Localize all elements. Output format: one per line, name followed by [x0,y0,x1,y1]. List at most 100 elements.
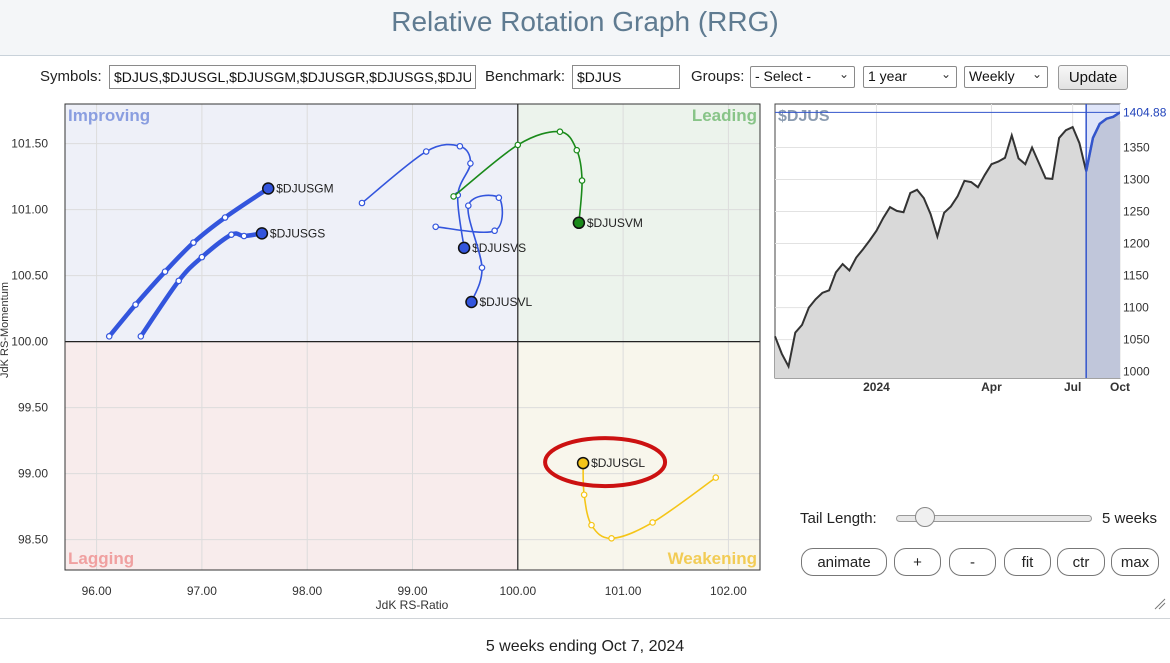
zoom-in-button[interactable]: + [894,548,941,576]
head-point-djusvm[interactable] [572,216,586,230]
frequency-select[interactable]: Weekly ⌄ [964,66,1048,88]
center-axes [65,104,760,570]
x-tick-label: 98.00 [292,584,322,598]
tail-point-djusgl [608,535,615,542]
page-title: Relative Rotation Graph (RRG) [391,6,779,37]
x-tick-label: 99.00 [397,584,427,598]
y-tick-label: 100.00 [11,335,48,349]
benchmark-y-tick-label: 1200 [1123,237,1150,251]
tail-point-djusvl [478,264,486,271]
tail-length-slider[interactable] [896,515,1092,522]
center-button[interactable]: ctr [1057,548,1105,576]
benchmark-tick-labels: 1000 1050 1100 1150 1200 1250 1300 1350 2024 Apr J… [863,141,1150,394]
update-button[interactable]: Update [1058,65,1128,90]
benchmark-y-tick-label: 1350 [1123,141,1150,155]
chevron-down-icon: ⌄ [838,67,849,81]
symbols-input[interactable] [109,65,476,89]
fit-button[interactable]: fit [1004,548,1051,576]
tail-length-slider-handle[interactable] [915,507,935,527]
tail-point-djusgm [132,301,139,308]
quadrant-label-improving: Improving [68,106,150,125]
quadrant-label-leading: Leading [692,106,757,125]
tail-point-djusvs [456,142,464,150]
series-djusgl[interactable]: $DJUSGL [543,436,720,542]
plot-frame [64,103,761,571]
animate-button[interactable]: animate [801,548,887,576]
x-tick-label: 102.00 [710,584,747,598]
x-tick-label: 100.00 [499,584,536,598]
quadrant-label-lagging: Lagging [68,549,134,568]
symbols-label: Symbols: [40,68,102,85]
head-point-djusvs[interactable] [457,241,471,255]
benchmark-recent-line [1084,111,1121,172]
tail-point-djusvl [432,223,439,231]
groups-label: Groups: [691,68,745,85]
tail-point-djusvl [465,202,472,209]
head-point-djusgm[interactable] [261,182,275,195]
x-tick-label: 101.00 [605,584,642,598]
max-button[interactable]: max [1111,548,1159,576]
tail-point-djusgs [198,253,206,261]
benchmark-y-tick-label: 1100 [1123,301,1149,315]
quadrant-lagging [65,341,518,570]
series-label-djusvl: $DJUSVL [479,295,532,309]
rrg-series-layer: $DJUSGM $DJUSGS $DJUSVS $DJUSVL $DJUSVM $DJUS… [105,128,720,542]
tail-point-djusgm [105,333,113,340]
tail-length-label: Tail Length: [800,510,877,527]
period-select[interactable]: 1 year ⌄ [863,66,957,88]
tail-point-djusvs [422,148,430,155]
benchmark-symbol: $DJUS [778,108,830,125]
tail-point-djusgs [137,333,145,340]
groups-select[interactable]: - Select - ⌄ [750,66,855,88]
tick-labels: 96.00 97.00 98.00 99.00 100.00 101.00 102.00 98… [11,137,747,598]
tail-point-djusgs [228,231,235,238]
tail-point-djusgl [649,519,656,526]
frequency-select-value: Weekly [969,68,1015,84]
tail-point-djusgm [221,214,229,221]
head-point-djusgs[interactable] [255,227,269,240]
chevron-down-icon: ⌄ [940,67,951,81]
tail-point-djusgm [161,268,169,275]
benchmark-line [774,111,1121,370]
series-label-djusvs: $DJUSVS [472,241,526,255]
series-djusgs[interactable]: $DJUSGS [137,226,325,340]
rrg-chart[interactable]: Improving Leading Lagging Weakening 96.0… [0,95,770,615]
period-select-value: 1 year [868,68,907,84]
tail-point-djusgl [712,474,720,481]
x-tick-label: 97.00 [187,584,217,598]
benchmark-y-tick-label: 1150 [1123,269,1149,283]
series-djusgm[interactable]: $DJUSGM [105,181,334,340]
series-label-djusgm: $DJUSGM [276,181,333,195]
y-tick-label: 101.00 [11,203,48,217]
resize-handle-icon[interactable] [1154,598,1166,610]
benchmark-chart[interactable]: 1000 1050 1100 1150 1200 1250 1300 1350 2024 Apr J… [770,95,1170,405]
series-djusvl[interactable]: $DJUSVL [432,194,533,309]
benchmark-input[interactable] [572,65,680,89]
tail-point-djusgs [240,232,248,240]
quadrant-label-weakening: Weakening [668,549,757,568]
benchmark-label: Benchmark: [485,68,566,85]
tail-point-djusvm [573,146,581,154]
head-point-djusvl[interactable] [465,295,478,309]
series-djusvm[interactable]: $DJUSVM [450,128,643,230]
x-axis-label: JdK RS-Ratio [376,598,449,612]
tail-point-djusgl [588,521,595,529]
chevron-down-icon: ⌄ [1031,67,1042,81]
footer-date-range: 5 weeks ending Oct 7, 2024 [485,638,685,655]
benchmark-x-tick-label: 2024 [863,380,890,394]
last-value-badge [1120,104,1168,122]
benchmark-x-tick-label: Jul [1064,380,1081,394]
tail-point-djusvl [495,194,503,202]
y-tick-label: 99.00 [18,467,48,481]
zoom-out-button[interactable]: - [949,548,996,576]
head-point-djusgl[interactable] [576,456,590,470]
tail-point-djusgs [175,277,183,285]
tail-point-djusvl [491,227,498,235]
groups-select-value: - Select - [755,68,812,84]
tail-point-djusvs [358,199,366,207]
app-header: Relative Rotation Graph (RRG) [0,0,1170,56]
series-label-djusvm: $DJUSVM [587,216,643,230]
y-axis-label: JdK RS-Momentum [0,282,11,378]
quadrant-weakening [517,341,760,570]
tail-point-djusgm [190,239,197,246]
